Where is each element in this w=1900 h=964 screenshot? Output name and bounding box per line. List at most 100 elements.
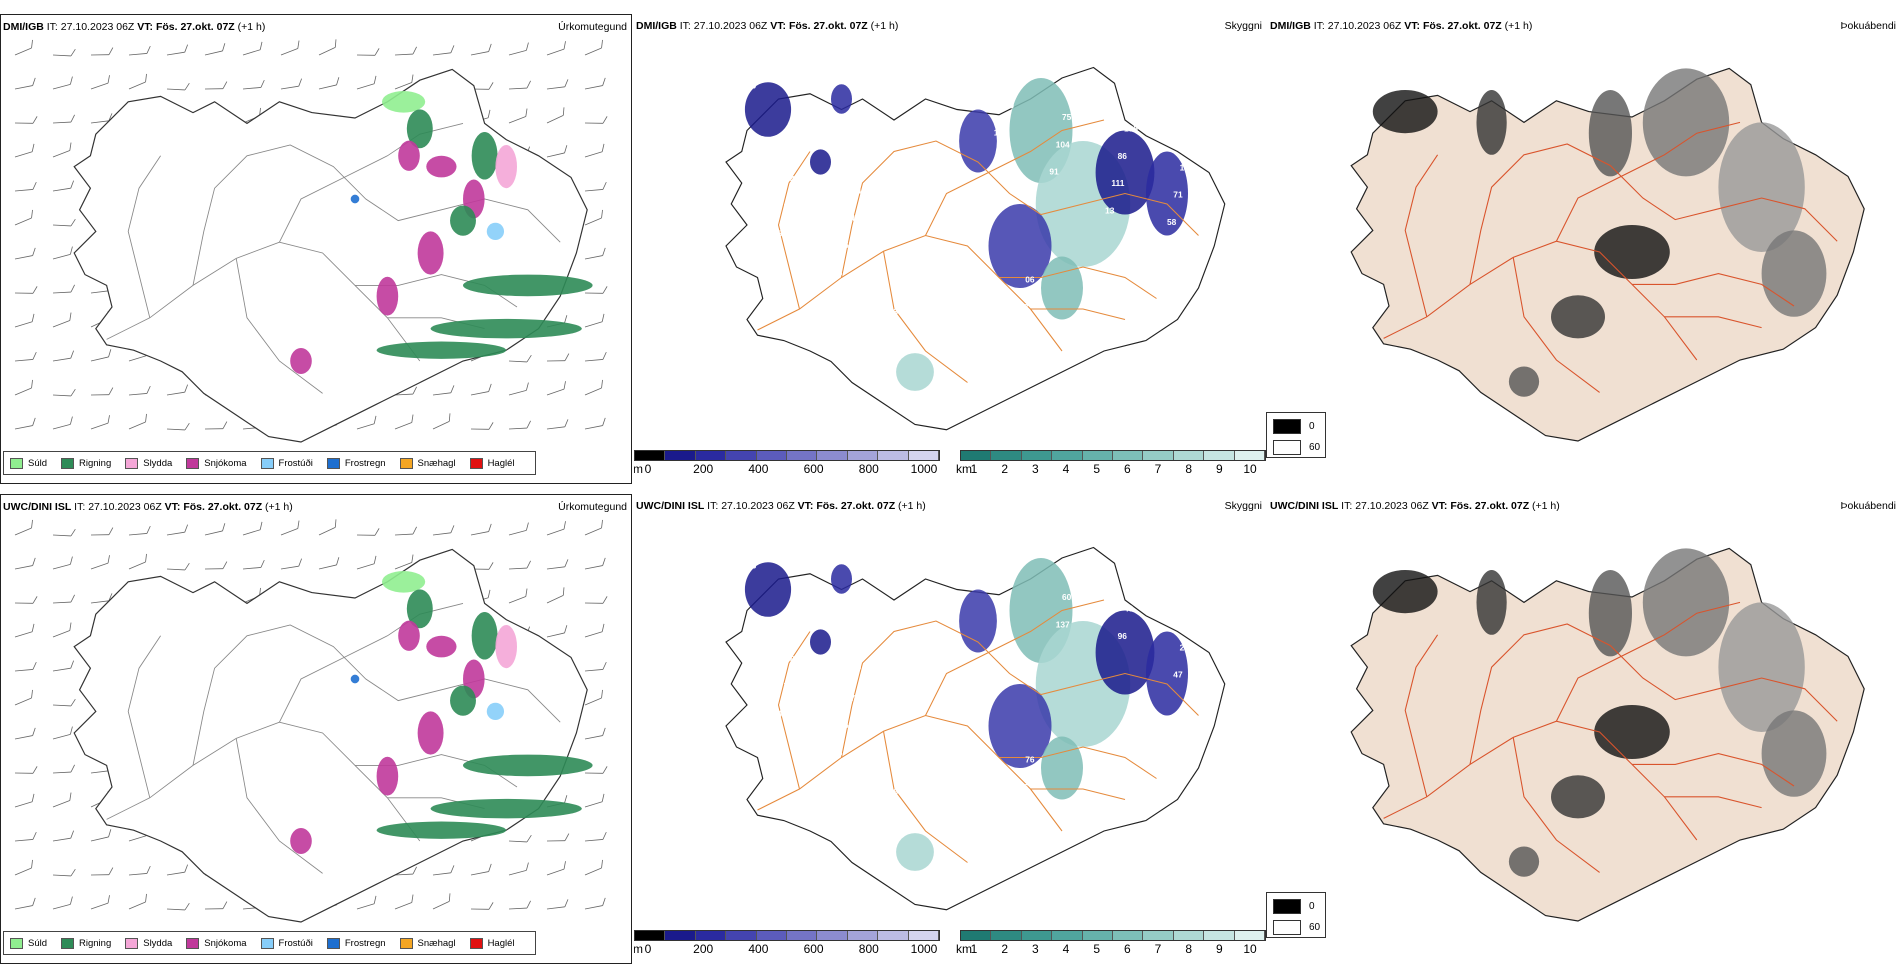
cloud-area xyxy=(810,149,831,174)
cloud-base-label: 240 xyxy=(852,186,866,196)
wind-barb xyxy=(470,864,493,875)
legend-label: Snjókoma xyxy=(204,938,246,949)
fog-area xyxy=(1509,366,1539,396)
legend-item: Slydda xyxy=(125,938,172,949)
cloud-base-label: 210 xyxy=(1137,352,1151,362)
wind-barb xyxy=(507,43,530,55)
colorbar-cell xyxy=(1174,931,1204,940)
wind-barb xyxy=(51,727,74,739)
legend-swatch xyxy=(10,938,23,949)
colorbar-tick-label: 9 xyxy=(1216,942,1223,956)
wind-barb xyxy=(432,525,455,535)
cloud-base-label: 82 xyxy=(1137,832,1147,842)
wind-barb xyxy=(14,662,37,671)
wind-barb xyxy=(89,555,112,569)
wind-barb xyxy=(470,44,493,55)
wind-barb xyxy=(53,528,75,536)
wind-barb xyxy=(12,860,35,875)
model-name: UWC/DINI ISL xyxy=(636,500,704,512)
wind-barb xyxy=(51,247,74,259)
wind-barb xyxy=(91,528,113,535)
fog-area xyxy=(1643,548,1729,656)
colorbar-cell xyxy=(1083,451,1113,460)
colorbar-unit: m xyxy=(634,462,643,476)
wind-barb xyxy=(430,413,453,429)
wind-barb xyxy=(242,80,265,89)
cloud-base-label: 83 xyxy=(803,599,813,609)
fog-panel-bottom: UWC/DINI ISL IT: 27.10.2023 06Z VT: Fös.… xyxy=(1268,494,1900,964)
cloud-base-label: 56 xyxy=(839,720,849,730)
legend-swatch xyxy=(470,938,483,949)
fog-area xyxy=(1594,225,1670,279)
colorbar-cell xyxy=(1052,451,1082,460)
wind-barb xyxy=(507,863,530,875)
legend-swatch xyxy=(327,938,340,949)
it-label: IT: xyxy=(1341,500,1352,512)
wind-barb xyxy=(91,868,113,875)
vt-label: VT: xyxy=(165,501,181,513)
wind-barb xyxy=(546,559,569,569)
colorbar-cell xyxy=(1022,451,1052,460)
colorbar-strip xyxy=(960,930,1266,941)
fog-legend-dark xyxy=(1273,899,1301,914)
colorbar-tick-label: 600 xyxy=(804,462,824,476)
wind-barb xyxy=(205,902,227,909)
colorbar-cell xyxy=(787,931,817,940)
wind-barb xyxy=(167,562,189,570)
colorbar-cell xyxy=(961,451,991,460)
wind-barb xyxy=(506,589,529,603)
precip-area xyxy=(418,711,444,754)
cloud-base-label: 58 xyxy=(1167,217,1177,227)
colorbar-cell xyxy=(991,451,1021,460)
precip-area xyxy=(377,277,399,316)
cloud-base-label: 55 xyxy=(777,229,787,239)
panel-title: Skyggni xyxy=(1225,500,1262,512)
cloud-area xyxy=(1041,257,1083,320)
wind-barb xyxy=(89,349,112,361)
fog-area xyxy=(1476,570,1506,635)
cloud-base-label: 127 xyxy=(765,283,779,293)
cloud-map: 8383919447764882619547906996639878876780… xyxy=(634,516,1266,926)
wind-barb xyxy=(52,661,75,671)
wind-barb xyxy=(544,107,567,123)
cloud-area xyxy=(959,590,997,653)
wind-barb xyxy=(392,895,415,909)
wind-barb xyxy=(278,521,301,535)
cloud-base-label: 78 xyxy=(1019,302,1029,312)
wind-barb xyxy=(53,218,75,226)
wind-barb xyxy=(506,109,529,123)
wind-barb xyxy=(395,47,417,55)
legend-item: Súld xyxy=(10,938,47,949)
cloud-base-label: 06 xyxy=(1025,275,1035,285)
wind-barb xyxy=(545,381,568,395)
vt-value: Fös. 27.okt. 07Z xyxy=(1450,500,1529,512)
wind-barb xyxy=(126,414,149,429)
wind-barb xyxy=(50,313,73,327)
cloud-base-label: 50 xyxy=(895,279,905,289)
colorbar-cell xyxy=(665,451,695,460)
fog-area xyxy=(1373,570,1438,613)
wind-barb xyxy=(355,416,378,429)
cloud-base-label: 55 xyxy=(839,240,849,250)
legend-label: Rigning xyxy=(79,458,111,469)
precip-area xyxy=(472,612,498,660)
fog-map xyxy=(1268,36,1900,446)
wind-barb xyxy=(53,388,75,396)
wind-barb xyxy=(51,417,74,429)
vt-value: Fös. 27.okt. 07Z xyxy=(156,21,235,33)
panel-header: UWC/DINI ISL IT: 27.10.2023 06Z VT: Fös.… xyxy=(3,501,293,513)
wind-barb xyxy=(12,380,35,395)
wind-barb xyxy=(89,895,112,909)
wind-barb xyxy=(357,528,379,535)
cloud-base-label: 60 xyxy=(1192,108,1202,118)
precip-area xyxy=(382,571,425,593)
legend-item: Haglél xyxy=(470,938,515,949)
precip-area xyxy=(431,319,582,338)
colorbar-tick-label: 8 xyxy=(1185,462,1192,476)
iceland-outline xyxy=(74,69,587,442)
wind-barb xyxy=(14,248,37,259)
wind-barb xyxy=(166,385,189,395)
